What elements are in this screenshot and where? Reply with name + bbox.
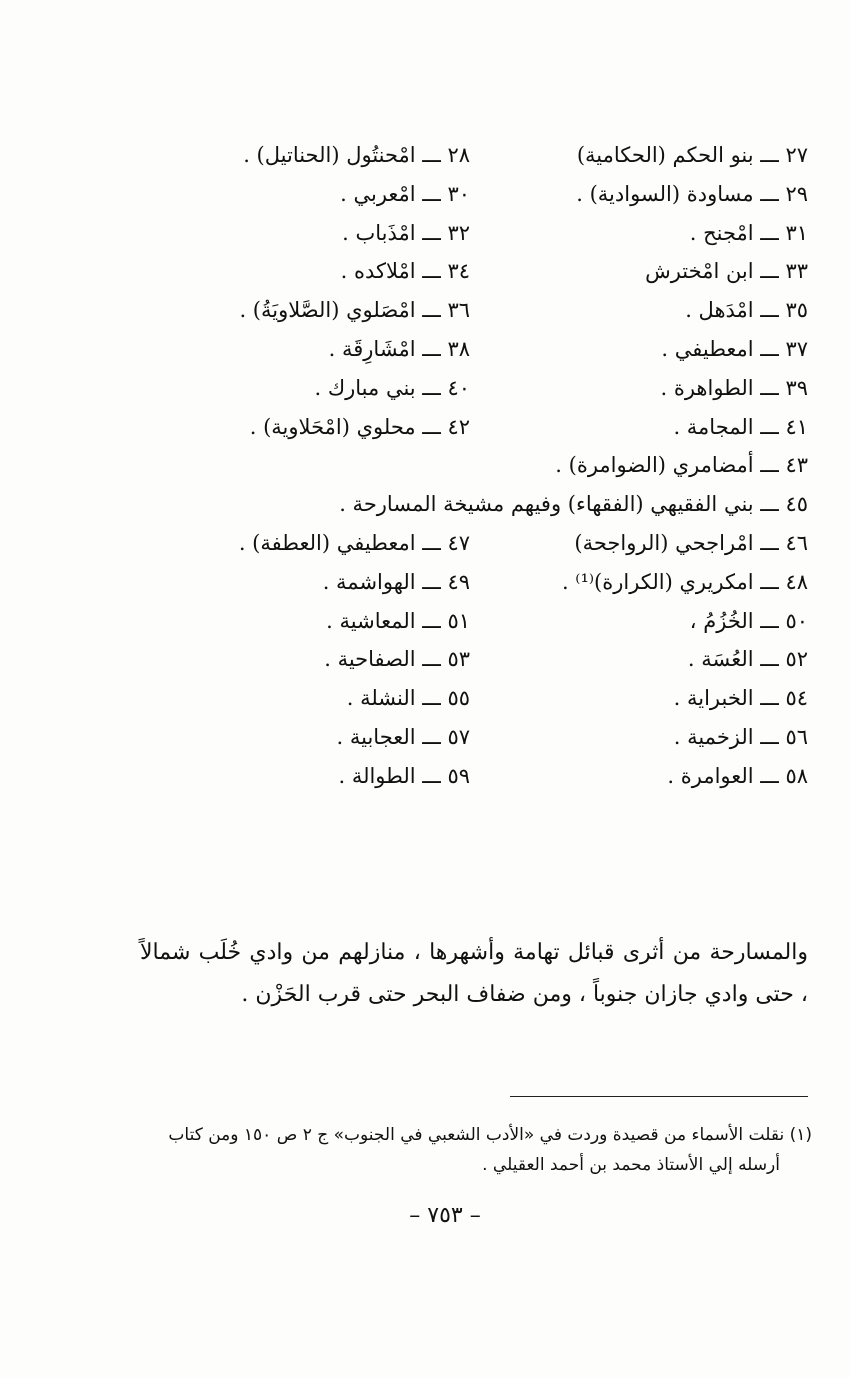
list-row: ٤١ ـــ المجامة . ٤٢ ـــ محلوي (امْحَلاوية… [0, 409, 850, 445]
list-item-left: ٤٩ ـــ الهواشمة . [322, 569, 470, 594]
list-row: ٥٨ ـــ العوامرة . ٥٩ ـــ الطوالة . [0, 758, 850, 794]
list-item-left: ٣٠ ـــ امْعربي . [340, 181, 470, 206]
list-item-right: ٥٤ ـــ الخبراية . [673, 686, 808, 711]
list-row: ٣٣ ـــ ابن امْخترش ٣٤ ـــ امْلاكده . [0, 253, 850, 289]
list-item-right: ٥٨ ـــ العوامرة . [667, 763, 808, 788]
list-item-left: ٣٢ ـــ امْذَباب . [342, 220, 470, 245]
list-item-right: ٣٩ ـــ الطواهرة . [660, 375, 808, 400]
page-number: – ٧٥٣ – [409, 1203, 481, 1228]
list-item-left: ٥٩ ـــ الطوالة . [338, 763, 470, 788]
list-row: ٣١ ـــ امْجنح . ٣٢ ـــ امْذَباب . [0, 215, 850, 251]
list-row: ٣٧ ـــ امعطيفي . ٣٨ ـــ امْشَارِقَة . [0, 331, 850, 367]
list-item-right: ٥٠ ـــ الخُزُمُ ، [689, 608, 808, 633]
list-item-left: ٥١ ـــ المعاشية . [326, 608, 470, 633]
list-item-right: ٢٧ ـــ بنو الحكم (الحكامية) [576, 143, 808, 167]
list-row: ٢٩ ـــ مساودة (السوادية) . ٣٠ ـــ امْعربي… [0, 176, 850, 212]
footnote-line-2: أرسله إلي الأستاذ محمد بن أحمد العقيلي . [482, 1155, 780, 1175]
list-row: ٥٢ ـــ العُسَة . ٥٣ ـــ الصفاحية . [0, 641, 850, 677]
list-row: ٥٤ ـــ الخبراية . ٥٥ ـــ النشلة . [0, 680, 850, 716]
list-row: ٤٣ ـــ أمضامري (الضوامرة) . [0, 447, 850, 483]
list-item-right: ٥٦ ـــ الزخمية . [673, 725, 808, 749]
list-item-left: ٣٤ ـــ امْلاكده . [340, 259, 470, 284]
list-row: ٥٠ ـــ الخُزُمُ ، ٥١ ـــ المعاشية . [0, 603, 850, 639]
list-row: ٣٩ ـــ الطواهرة . ٤٠ ـــ بني مبارك . [0, 370, 850, 406]
list-row: ٤٨ ـــ امكريري (الكرارة)⁽¹⁾ . ٤٩ ـــ الهو… [0, 564, 850, 600]
list-item-left: ٣٦ ـــ امْصَلوي (الصَّلاويَةُ) . [239, 298, 470, 323]
list-row: ٣٥ ـــ امْدَهل . ٣٦ ـــ امْصَلوي (الصَّلا… [0, 292, 850, 328]
list-item-right: ٣٥ ـــ امْدَهل . [685, 298, 808, 323]
list-item-right: ٣٣ ـــ ابن امْخترش [645, 259, 808, 284]
list-item-right: ٢٩ ـــ مساودة (السوادية) . [576, 181, 808, 206]
list-item-left: ٤٠ ـــ بني مبارك . [314, 375, 470, 400]
list-item-left: ٤٧ ـــ امعطيفي (العطفة) . [238, 531, 470, 555]
body-paragraph: والمسارحة من أثرى قبائل تهامة وأشهرها ، … [140, 940, 808, 1007]
list-row: ٤٥ ـــ بني الفقيهي (الفقهاء) وفيهم مشيخة… [0, 486, 850, 522]
list-item-left: ٤٢ ـــ محلوي (امْحَلاوية) . [249, 414, 470, 439]
list-item-right: ٤٦ ـــ امْراجحي (الرواجحة) [574, 531, 808, 555]
list-item-left: ٥٧ ـــ العجابية . [336, 725, 470, 749]
list-item-left: ٣٨ ـــ امْشَارِقَة . [328, 337, 470, 361]
list-item-right: ٤٨ ـــ امكريري (الكرارة)⁽¹⁾ . [561, 569, 808, 594]
list-row: ٢٧ ـــ بنو الحكم (الحكامية) ٢٨ ـــ امْحنت… [0, 137, 850, 173]
list-item-right: ٣٧ ـــ امعطيفي . [661, 337, 808, 361]
list-item-right: ٤٥ ـــ بني الفقيهي (الفقهاء) وفيهم مشيخة… [339, 492, 808, 517]
list-row: ٤٦ ـــ امْراجحي (الرواجحة) ٤٧ ـــ امعطيفي… [0, 525, 850, 561]
list-item-left: ٢٨ ـــ امْحنتُول (الحناتيل) . [243, 143, 470, 167]
footnote-separator [510, 1096, 808, 1097]
list-item-right: ٥٢ ـــ العُسَة . [687, 647, 808, 672]
list-item-left: ٥٥ ـــ النشلة . [346, 686, 470, 711]
list-row: ٥٦ ـــ الزخمية . ٥٧ ـــ العجابية . [0, 719, 850, 755]
list-item-right: ٤٣ ـــ أمضامري (الضوامرة) . [555, 453, 808, 478]
list-item-right: ٣١ ـــ امْجنح . [689, 220, 808, 245]
list-item-left: ٥٣ ـــ الصفاحية . [324, 647, 470, 672]
footnote-line-1: (١) نقلت الأسماء من قصيدة وردت في «الأدب… [168, 1125, 812, 1145]
list-item-right: ٤١ ـــ المجامة . [673, 414, 808, 439]
